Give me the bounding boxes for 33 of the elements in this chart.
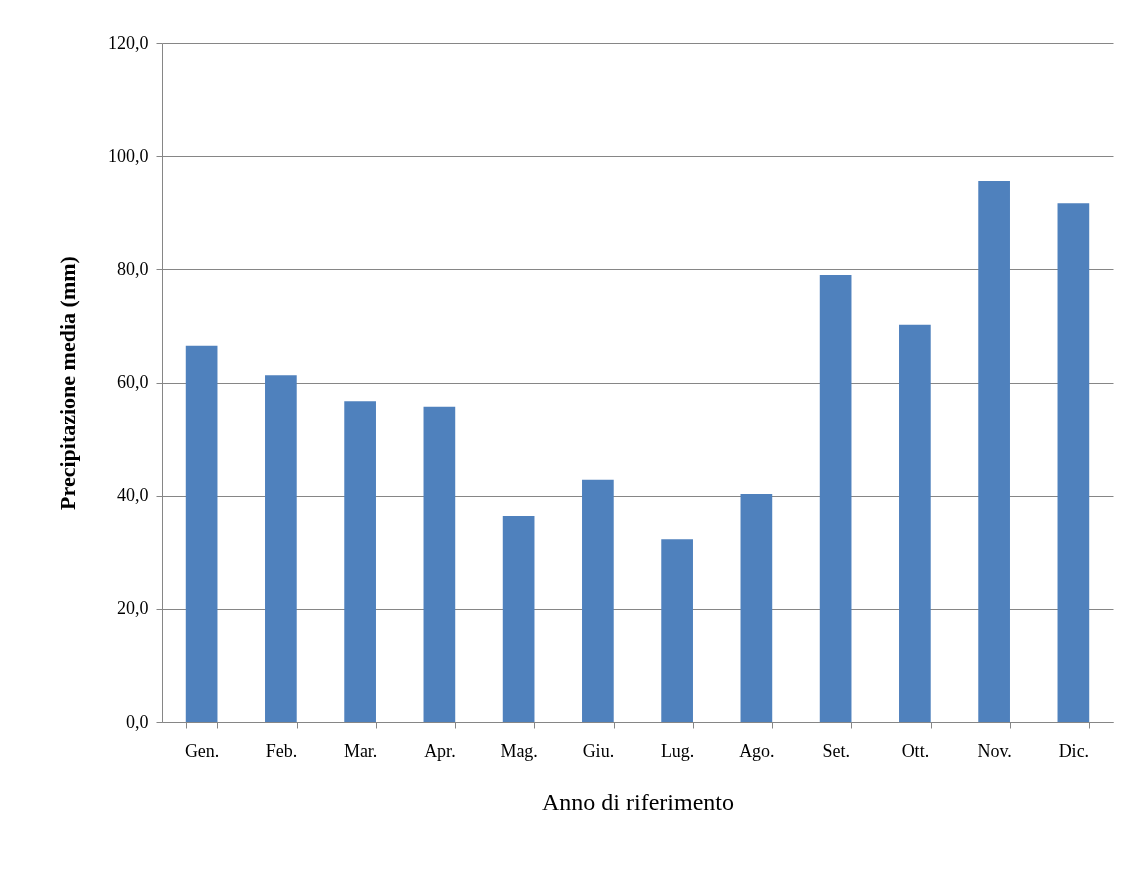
x-tick-label: Mag. xyxy=(500,740,538,761)
y-tick-label: 100,0 xyxy=(108,145,149,166)
x-tick-label: Ott. xyxy=(901,740,930,761)
x-tick-label: Feb. xyxy=(265,740,298,761)
x-tick-label: Giu. xyxy=(582,740,615,761)
x-tick-label: Set. xyxy=(822,740,850,761)
y-tick-label: 40,0 xyxy=(117,485,149,506)
y-tick-label: 20,0 xyxy=(117,598,149,619)
x-tick-label: Mar. xyxy=(343,740,378,761)
x-axis-title: Anno di riferimento xyxy=(542,788,734,815)
bar xyxy=(899,324,931,722)
y-tick-label: 120,0 xyxy=(108,32,149,53)
bar xyxy=(978,181,1010,722)
bar xyxy=(819,274,852,722)
bar xyxy=(185,345,218,722)
y-axis-title: Precipitazione media (mm) xyxy=(55,256,80,510)
x-tick-label: Lug. xyxy=(660,740,695,761)
x-tick-label: Nov. xyxy=(977,740,1012,761)
bar xyxy=(1057,203,1090,722)
x-tick-label: Apr. xyxy=(424,740,456,761)
y-tick-label: 60,0 xyxy=(117,372,149,392)
x-tick-label: Ago. xyxy=(739,740,775,761)
bar xyxy=(740,493,773,722)
bar xyxy=(661,539,693,722)
y-tick-label: 0,0 xyxy=(126,711,149,732)
x-tick-label: Gen. xyxy=(184,740,220,761)
x-tick-label: Dic. xyxy=(1058,740,1090,761)
bar xyxy=(582,479,614,722)
bar xyxy=(344,401,376,722)
bar xyxy=(502,516,535,722)
y-tick-label: 80,0 xyxy=(117,258,149,279)
bar xyxy=(423,406,456,722)
bar xyxy=(265,375,297,722)
